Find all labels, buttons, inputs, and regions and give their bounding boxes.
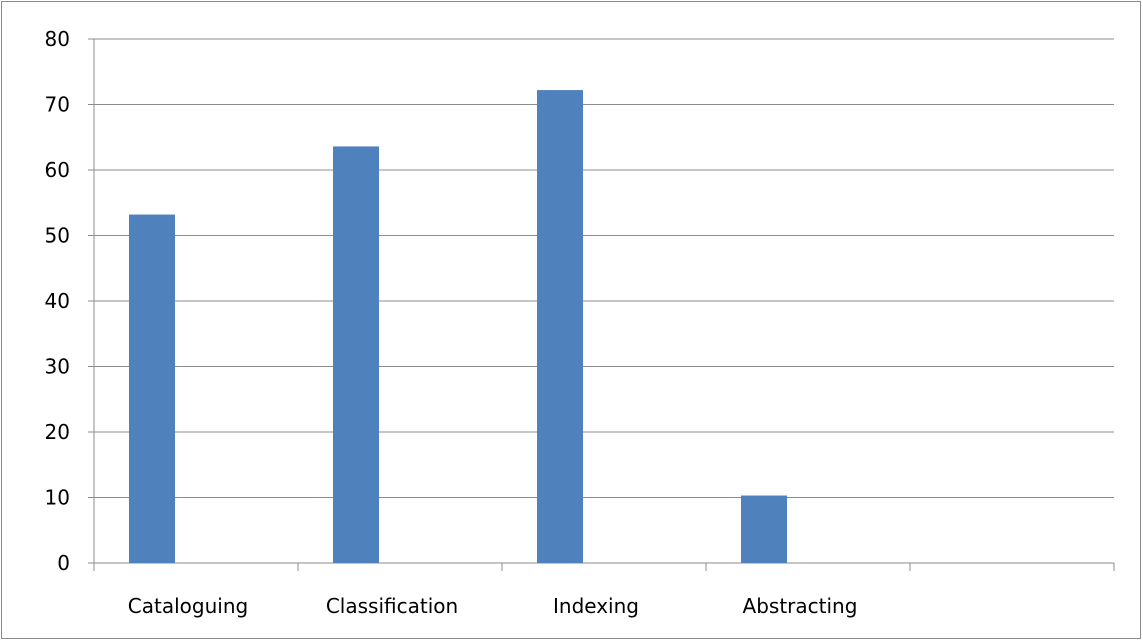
y-tick-label: 0: [57, 551, 70, 575]
y-tick-label: 40: [45, 289, 70, 313]
bars: [129, 90, 787, 564]
y-tick-label: 30: [45, 355, 70, 379]
gridlines: [94, 38, 1114, 498]
x-axis-category-labels: Cataloguing Classification Indexing Abstrac…: [128, 594, 858, 618]
y-tick-label: 60: [45, 158, 70, 182]
x-category-label: Abstracting: [743, 594, 858, 618]
bar-abstracting: [741, 495, 787, 563]
y-axis-tick-labels: 0 10 20 30 40 50 60 70 80: [45, 27, 70, 575]
axes: [88, 38, 1115, 571]
x-category-label: Cataloguing: [128, 594, 248, 618]
x-category-label: Classification: [326, 594, 458, 618]
y-tick-label: 10: [45, 486, 70, 510]
bar-indexing: [537, 90, 583, 563]
x-category-label: Indexing: [553, 594, 639, 618]
y-tick-label: 20: [45, 420, 70, 444]
bar-classification: [333, 146, 379, 564]
y-tick-label: 50: [45, 224, 70, 248]
bar-cataloguing: [129, 214, 175, 564]
y-tick-label: 70: [45, 93, 70, 117]
y-tick-label: 80: [45, 27, 70, 51]
